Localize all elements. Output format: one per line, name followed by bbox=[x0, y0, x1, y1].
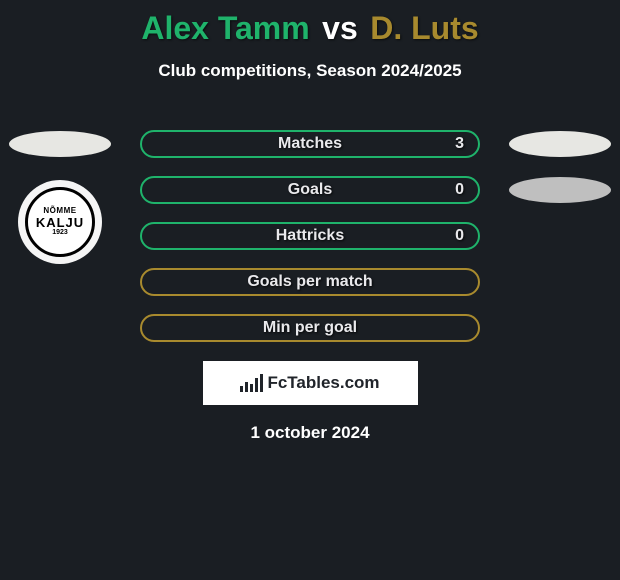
stat-label: Hattricks bbox=[142, 227, 478, 245]
stat-label: Goals bbox=[142, 181, 478, 199]
stat-pill: Min per goal bbox=[140, 314, 480, 342]
player2-name: D. Luts bbox=[370, 10, 478, 46]
branding-text: FcTables.com bbox=[267, 373, 379, 393]
stat-pill: Goals 0 bbox=[140, 176, 480, 204]
subtitle: Club competitions, Season 2024/2025 bbox=[0, 61, 620, 81]
stat-row-matches: Matches 3 bbox=[0, 121, 620, 167]
stat-label: Goals per match bbox=[142, 273, 478, 291]
stat-value: 3 bbox=[455, 135, 464, 153]
stats-rows: Matches 3 Goals 0 Hattricks 0 Goals per … bbox=[0, 121, 620, 351]
stat-pill: Goals per match bbox=[140, 268, 480, 296]
stat-pill: Matches 3 bbox=[140, 130, 480, 158]
right-value-ellipse bbox=[509, 131, 611, 157]
stat-row-goals: Goals 0 bbox=[0, 167, 620, 213]
player1-name: Alex Tamm bbox=[141, 10, 309, 46]
chart-bars-icon bbox=[240, 374, 263, 392]
title-row: Alex Tamm vs D. Luts bbox=[0, 0, 620, 47]
branding-box: FcTables.com bbox=[203, 361, 418, 405]
branding-inner: FcTables.com bbox=[240, 373, 379, 393]
stat-value: 0 bbox=[455, 181, 464, 199]
stat-pill: Hattricks 0 bbox=[140, 222, 480, 250]
stat-label: Min per goal bbox=[142, 319, 478, 337]
date-label: 1 october 2024 bbox=[0, 423, 620, 443]
stat-row-gpm: Goals per match bbox=[0, 259, 620, 305]
stat-row-mpg: Min per goal bbox=[0, 305, 620, 351]
vs-label: vs bbox=[322, 10, 358, 46]
right-value-ellipse bbox=[509, 177, 611, 203]
stat-label: Matches bbox=[142, 135, 478, 153]
left-value-ellipse bbox=[9, 131, 111, 157]
stat-value: 0 bbox=[455, 227, 464, 245]
stat-row-hattricks: Hattricks 0 bbox=[0, 213, 620, 259]
